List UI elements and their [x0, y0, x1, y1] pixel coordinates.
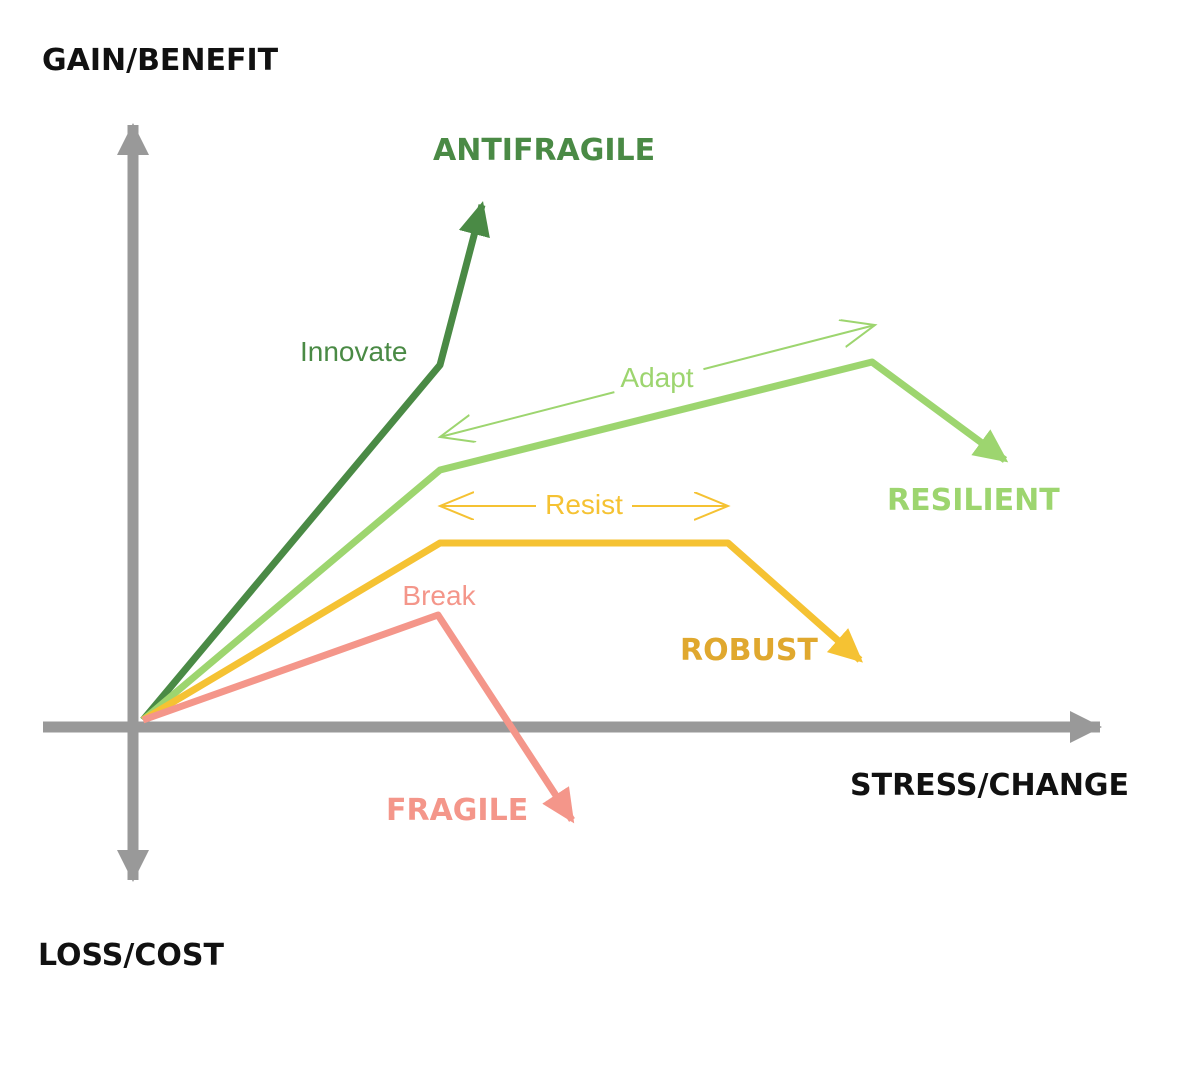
fragile-curve — [141, 611, 575, 824]
phase-label: Innovate — [300, 336, 407, 367]
curve-label: ANTIFRAGILE — [433, 133, 655, 168]
label-background — [536, 488, 632, 522]
label-background — [609, 349, 707, 405]
y-negative-label: LOSS/COST — [38, 938, 224, 973]
antifragile-curve — [140, 201, 490, 723]
phase-label: Resist — [545, 489, 623, 520]
phase-label: Adapt — [620, 362, 693, 393]
x-axis-label: STRESS/CHANGE — [850, 768, 1129, 803]
curve-label: RESILIENT — [887, 483, 1060, 518]
curve-label: FRAGILE — [386, 793, 528, 828]
curve-label: ROBUST — [680, 633, 818, 668]
phase-label: Break — [402, 580, 476, 611]
robust-curve — [141, 539, 863, 724]
y-positive-label: GAIN/BENEFIT — [42, 43, 279, 78]
